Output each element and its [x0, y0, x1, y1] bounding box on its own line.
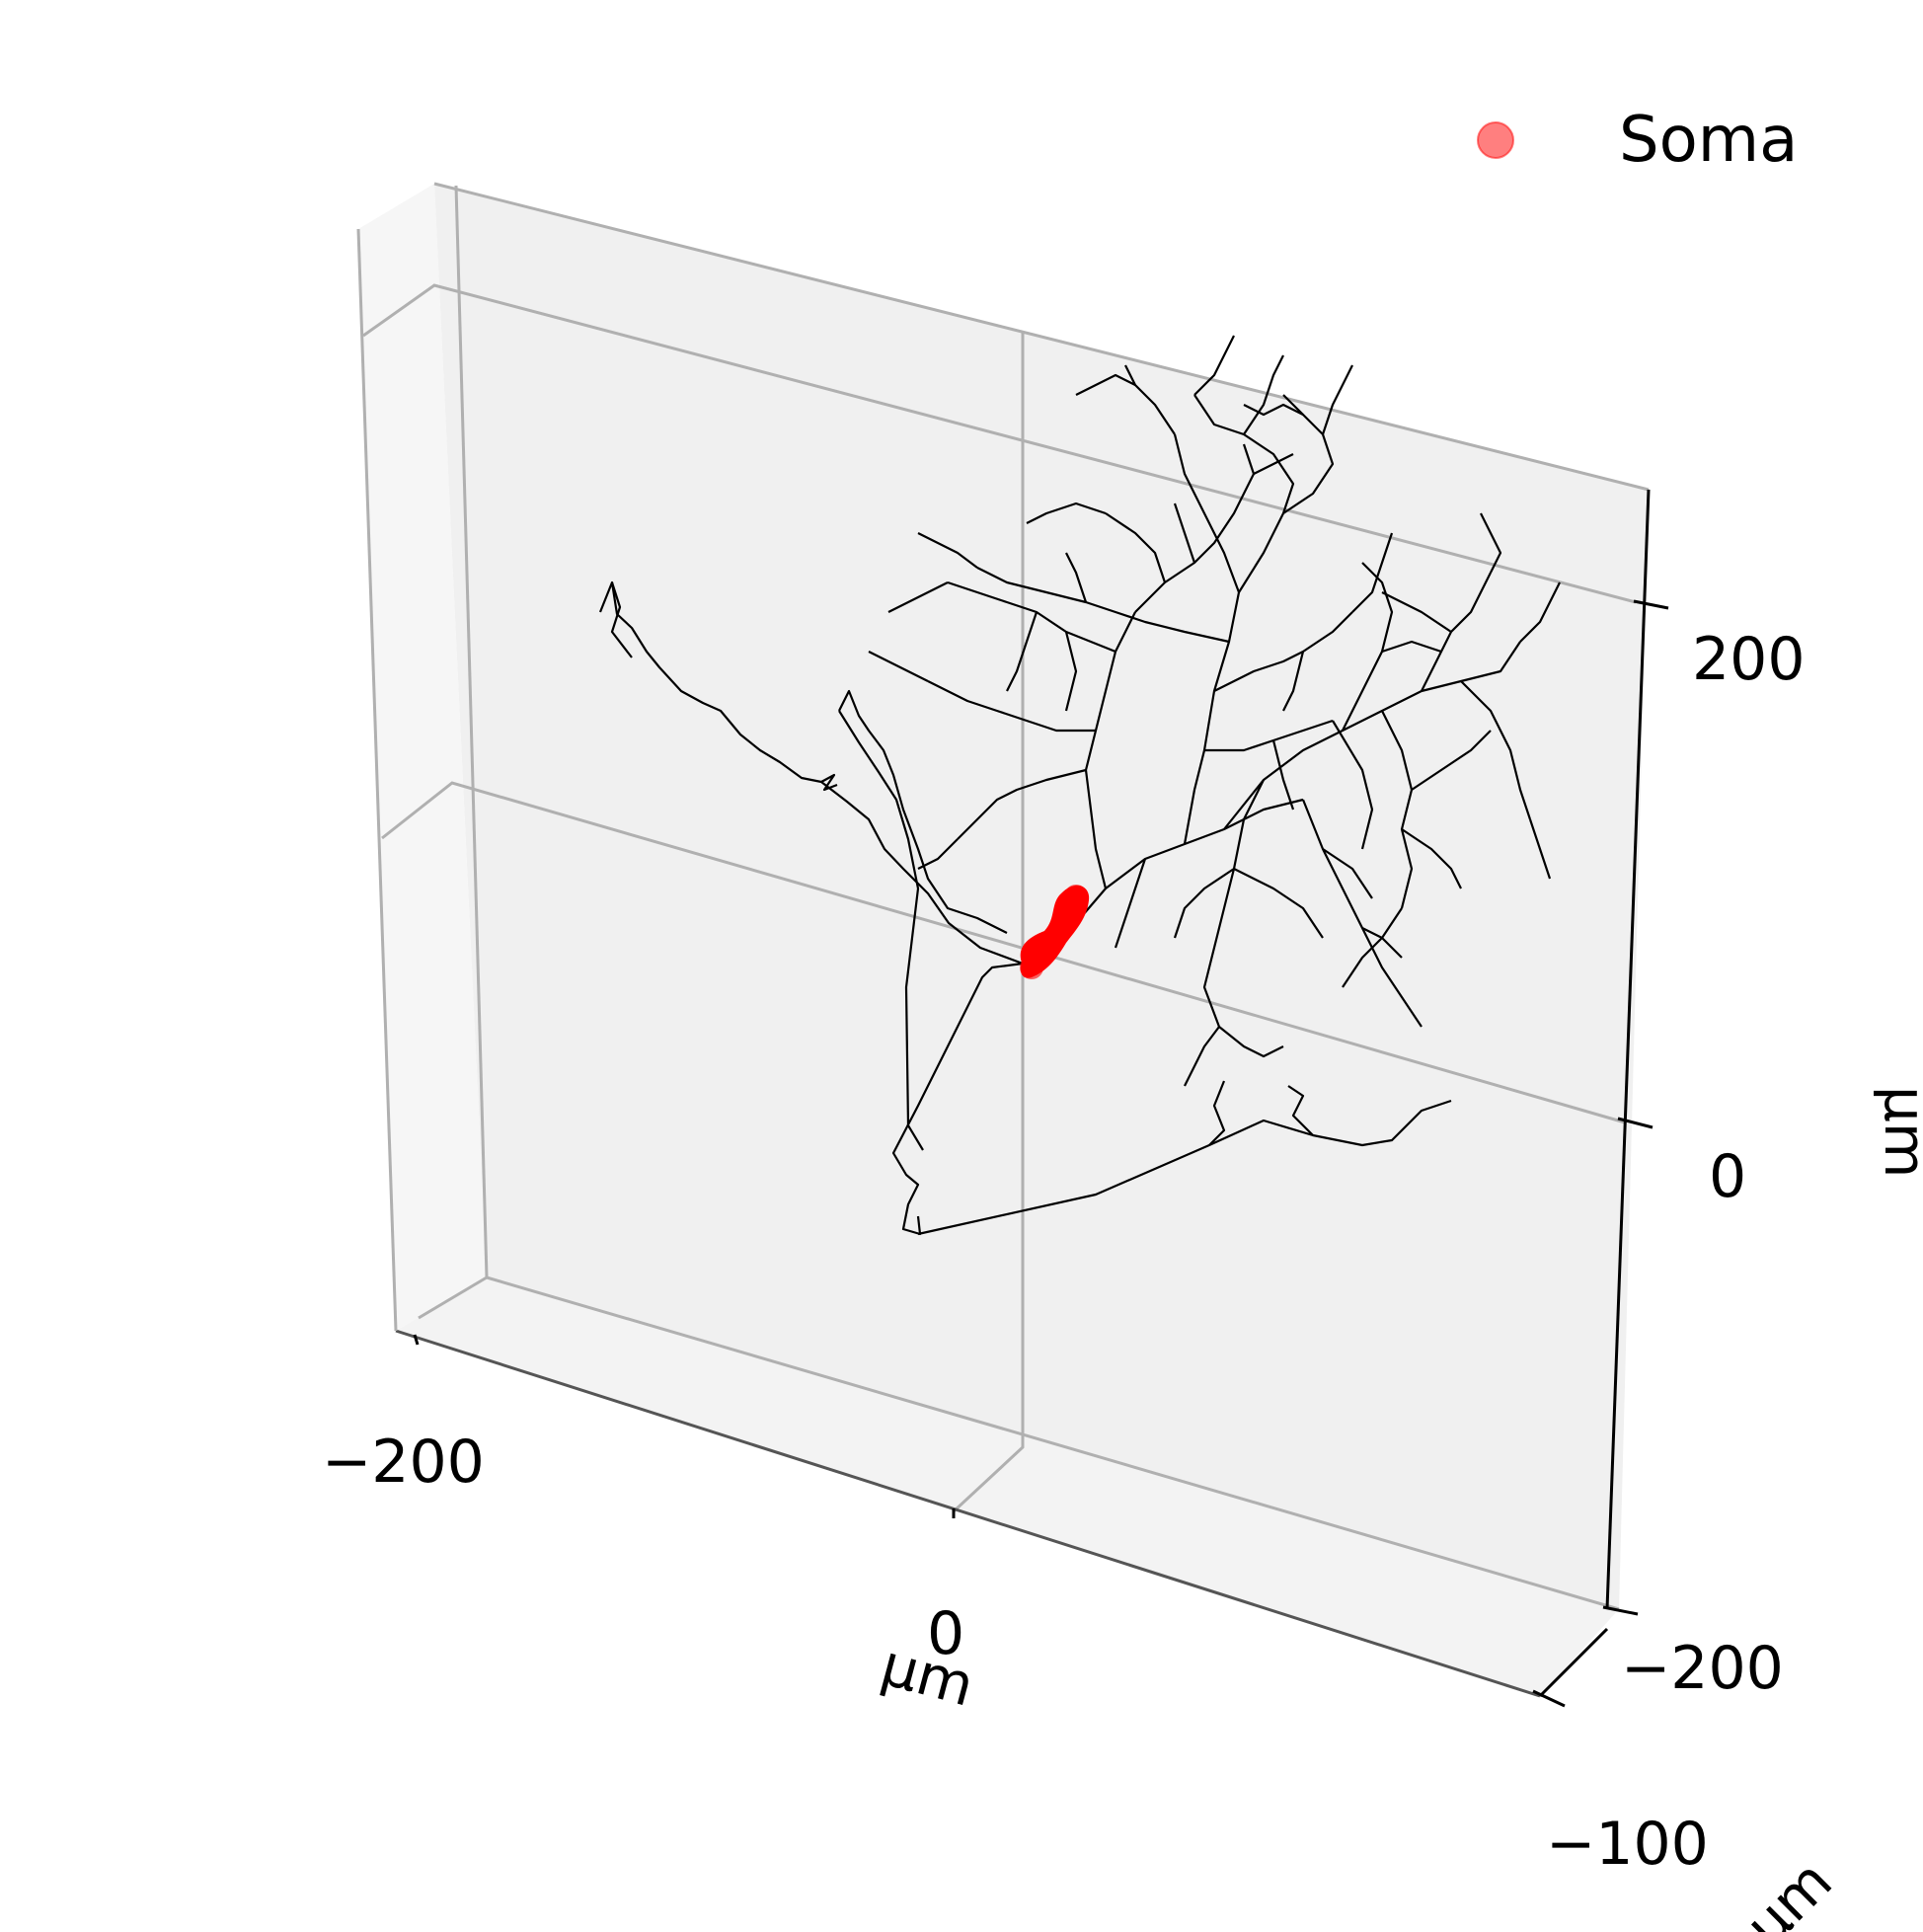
neurite	[838, 689, 1008, 934]
soma-body	[1020, 885, 1090, 978]
x-tick-label: 0	[927, 1599, 964, 1668]
neurite	[1361, 927, 1403, 959]
z-axis-line	[1605, 489, 1651, 1610]
z-tick-label: −200	[1621, 1634, 1784, 1703]
neurite	[1173, 502, 1196, 564]
neurite-tree	[598, 335, 1561, 1236]
neurite	[1322, 848, 1373, 899]
neurite	[1351, 532, 1394, 613]
neurite	[1243, 403, 1304, 417]
z-axis-label: μm	[1872, 1086, 1923, 1178]
neurite	[1342, 562, 1394, 732]
neurite	[1213, 611, 1353, 692]
legend-label: Soma	[1619, 104, 1798, 177]
neurite	[1193, 335, 1235, 396]
floor-pane	[396, 1277, 1619, 1696]
neurite	[917, 532, 978, 569]
neurite	[610, 581, 633, 658]
neurite	[1528, 818, 1552, 880]
neurite	[1065, 552, 1088, 603]
z-tick-label: 200	[1692, 625, 1806, 694]
neurite	[1114, 858, 1147, 949]
neurite	[820, 773, 838, 792]
y-axis-line	[1538, 1627, 1609, 1698]
neurite	[1282, 651, 1305, 712]
neurite	[1026, 502, 1107, 524]
z-tick-minus200	[1602, 1605, 1639, 1616]
axis-lines	[356, 228, 1651, 1698]
neurite	[1084, 611, 1136, 889]
axes-panes	[358, 184, 1649, 1696]
neurite	[1460, 680, 1532, 820]
neurite	[917, 838, 959, 870]
neurite	[891, 962, 1024, 1236]
neurite	[1173, 868, 1235, 939]
neurite	[1202, 779, 1265, 1028]
neurite	[1381, 710, 1414, 909]
back-pane	[434, 184, 1649, 1609]
x-axis-label: μm	[875, 1631, 981, 1720]
neurite	[927, 680, 1096, 733]
neurite	[1253, 453, 1294, 475]
left-edge	[356, 228, 398, 1332]
neurite	[1287, 1085, 1314, 1136]
neurite	[1193, 394, 1295, 593]
neurite	[1124, 364, 1176, 435]
tick-labels: 200 0 −200 −200 0 −100	[322, 625, 1806, 1879]
z-tick-0	[1617, 1117, 1654, 1129]
grid-line	[454, 185, 489, 1278]
neurite	[1233, 868, 1324, 939]
left-side-pane	[358, 184, 487, 1331]
grid-line	[362, 283, 1637, 604]
neurite	[887, 581, 949, 613]
neurite	[838, 710, 924, 1151]
neurite	[1342, 907, 1403, 988]
neurite	[1064, 631, 1078, 712]
neurite	[1480, 512, 1502, 574]
x-tick-label: −200	[322, 1428, 485, 1497]
neurite	[1173, 433, 1241, 845]
neurite	[1282, 394, 1335, 514]
neurite	[957, 768, 1087, 840]
neurite	[976, 567, 1230, 644]
neurite	[947, 580, 1116, 654]
neurite	[1105, 512, 1167, 583]
neurite	[1321, 364, 1353, 435]
grid-line	[418, 1275, 488, 1320]
neurite	[1075, 373, 1136, 396]
x-tick-minus200	[413, 1334, 420, 1346]
neurite	[1184, 1026, 1220, 1087]
z-tick-200	[1633, 599, 1669, 610]
legend: Soma	[1477, 104, 1798, 177]
neurite	[1519, 581, 1561, 643]
neurite	[1421, 572, 1492, 692]
y-tick-label: −100	[1546, 1810, 1709, 1879]
y-tick	[1532, 1689, 1566, 1708]
neurite	[1411, 730, 1492, 791]
neurite	[1381, 640, 1442, 654]
neurite	[1208, 1080, 1226, 1146]
grid-line	[381, 781, 1626, 1124]
x-axis-line	[395, 1329, 1541, 1698]
neurite	[1332, 720, 1374, 850]
grid-line	[952, 332, 1025, 1513]
tick-marks	[413, 599, 1669, 1708]
neurite	[1271, 739, 1295, 811]
grid-line	[486, 1275, 1620, 1611]
neurite	[1243, 354, 1284, 435]
neurite	[1006, 611, 1038, 692]
neurite	[868, 651, 929, 682]
soma-point	[1020, 956, 1043, 979]
grid-line	[433, 182, 1650, 492]
neurite	[1218, 1026, 1284, 1058]
legend-marker	[1477, 121, 1514, 159]
neurite	[1401, 828, 1462, 889]
neurite	[1381, 591, 1452, 633]
soma	[1020, 885, 1090, 979]
z-tick-label: 0	[1709, 1142, 1746, 1211]
y-axis-label: μm	[1732, 1847, 1845, 1932]
grid-lines	[362, 182, 1650, 1611]
soma-point	[1064, 885, 1088, 908]
